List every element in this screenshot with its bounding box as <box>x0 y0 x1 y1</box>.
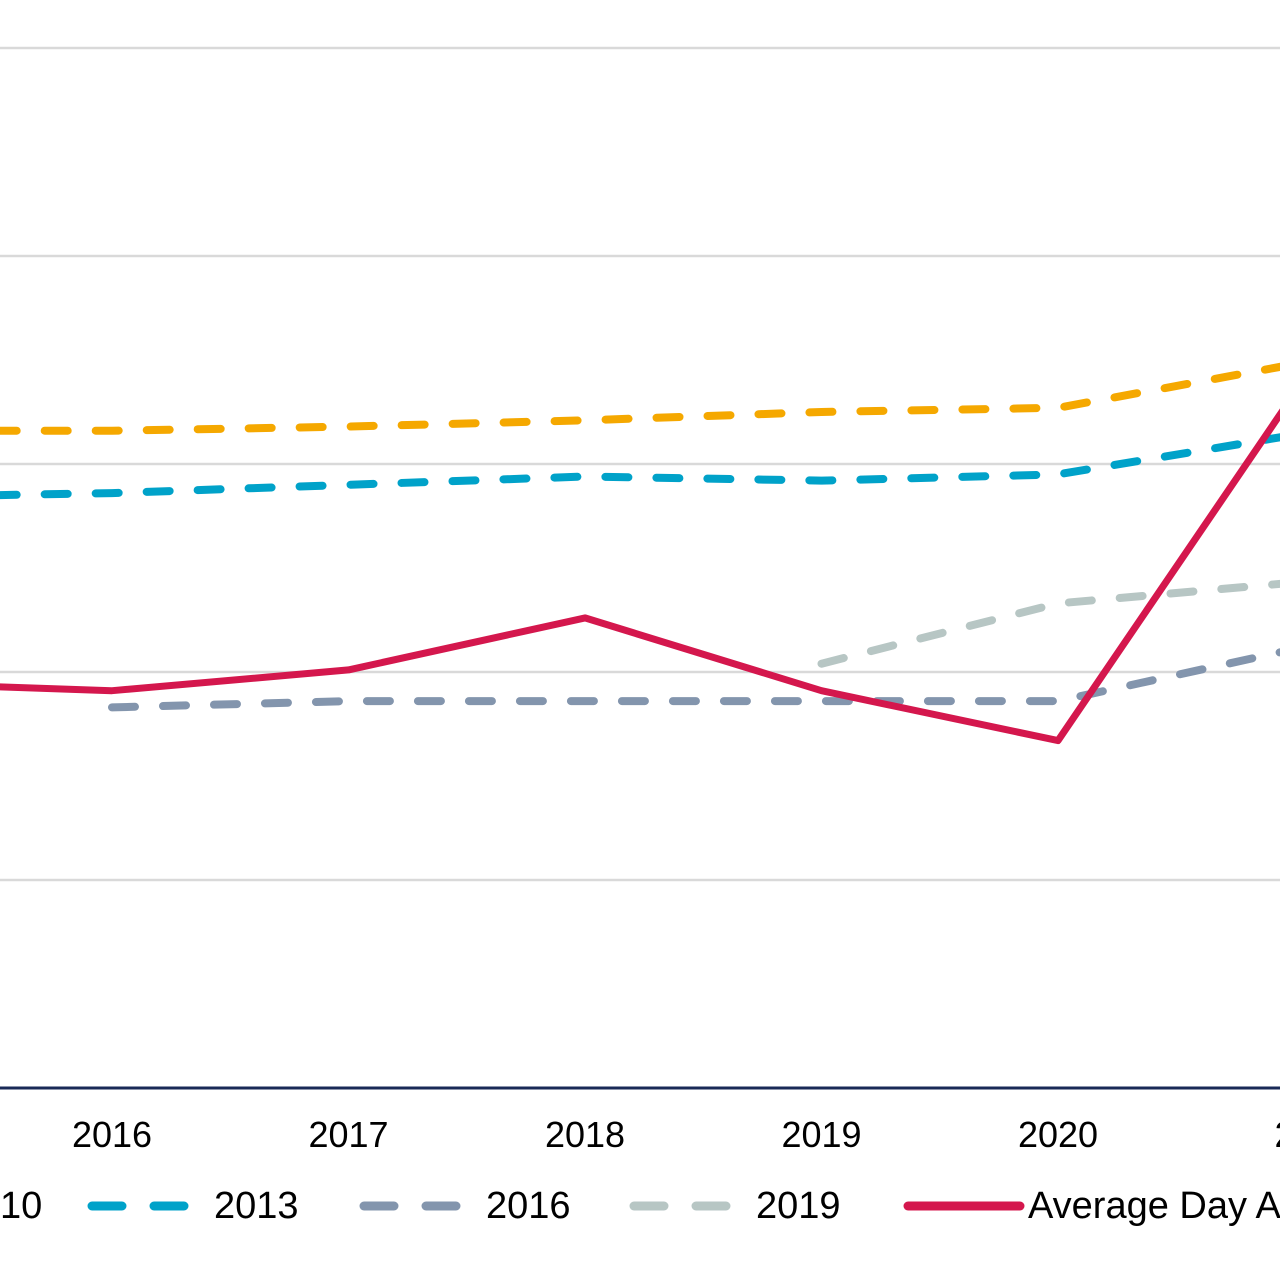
series-line-1 <box>0 362 1280 435</box>
x-tick-label: 2018 <box>545 1114 625 1155</box>
gridlines <box>0 46 1280 882</box>
x-tick-label: 20 <box>1274 1114 1280 1155</box>
legend-label: Average Day A <box>1028 1185 1280 1227</box>
x-tick-labels: 2016201720182019202020 <box>72 1114 1280 1155</box>
series-line-3 <box>108 648 1280 712</box>
series-line-4 <box>817 579 1280 668</box>
legend-label: 10 <box>0 1185 42 1227</box>
series-line-5 <box>0 408 1280 745</box>
x-tick-label: 2016 <box>72 1114 152 1155</box>
legend-label: 2013 <box>214 1185 299 1227</box>
x-tick-label: 2020 <box>1018 1114 1098 1155</box>
legend: 10 2013 2016 2019 Average Day A <box>0 1185 1280 1227</box>
series-layer <box>0 362 1280 745</box>
legend-label: 2016 <box>486 1185 571 1227</box>
x-tick-label: 2019 <box>781 1114 861 1155</box>
series-line-2 <box>0 433 1280 500</box>
x-tick-label: 2017 <box>308 1114 388 1155</box>
legend-label: 2019 <box>756 1185 841 1227</box>
